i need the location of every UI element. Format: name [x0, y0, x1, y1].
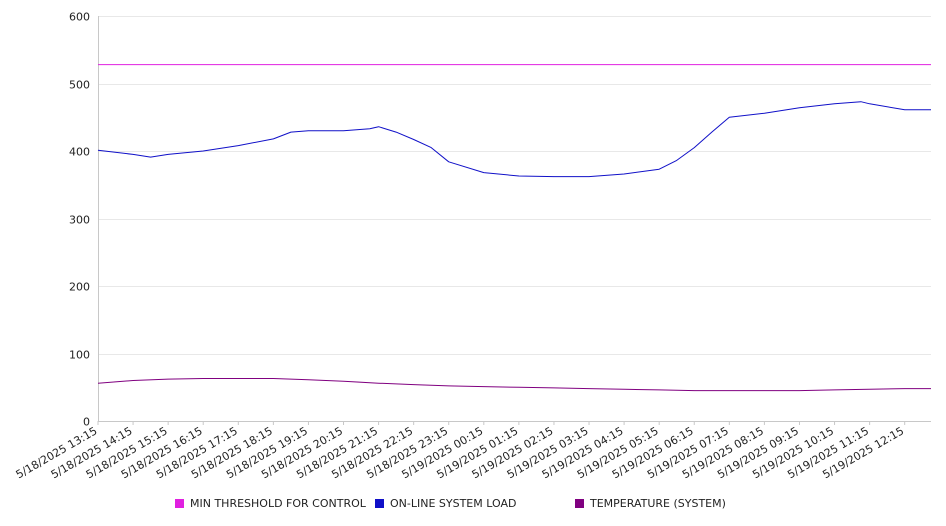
y-tick-labels: 0 100 200 300 400 500 600: [69, 11, 90, 429]
y-tick-label: 200: [69, 281, 90, 294]
legend-swatch-temperature: [575, 499, 584, 508]
y-tick-label: 500: [69, 79, 90, 92]
y-tick-label: 100: [69, 349, 90, 362]
y-tick-label: 400: [69, 146, 90, 159]
legend-label-temperature: TEMPERATURE (SYSTEM): [590, 497, 726, 510]
legend: MIN THRESHOLD FOR CONTROL ON-LINE SYSTEM…: [0, 497, 946, 515]
y-tick-label: 0: [83, 416, 90, 429]
series-lines: [97, 64, 931, 392]
legend-item-min-threshold: MIN THRESHOLD FOR CONTROL: [175, 497, 366, 510]
x-tick-labels: 5/18/2025 13:155/18/2025 14:155/18/2025 …: [14, 421, 906, 481]
legend-swatch-system-load: [375, 499, 384, 508]
legend-item-system-load: ON-LINE SYSTEM LOAD: [375, 497, 516, 510]
axes: [98, 16, 931, 422]
y-tick-label: 300: [69, 214, 90, 227]
series-line-system-load: [97, 101, 931, 178]
legend-item-temperature: TEMPERATURE (SYSTEM): [575, 497, 726, 510]
legend-label-system-load: ON-LINE SYSTEM LOAD: [390, 497, 517, 510]
y-tick-label: 600: [69, 11, 90, 24]
grid-lines: [98, 16, 931, 355]
series-line-temperature: [97, 378, 931, 392]
legend-label-min-threshold: MIN THRESHOLD FOR CONTROL: [190, 497, 366, 510]
legend-swatch-min-threshold: [175, 499, 184, 508]
